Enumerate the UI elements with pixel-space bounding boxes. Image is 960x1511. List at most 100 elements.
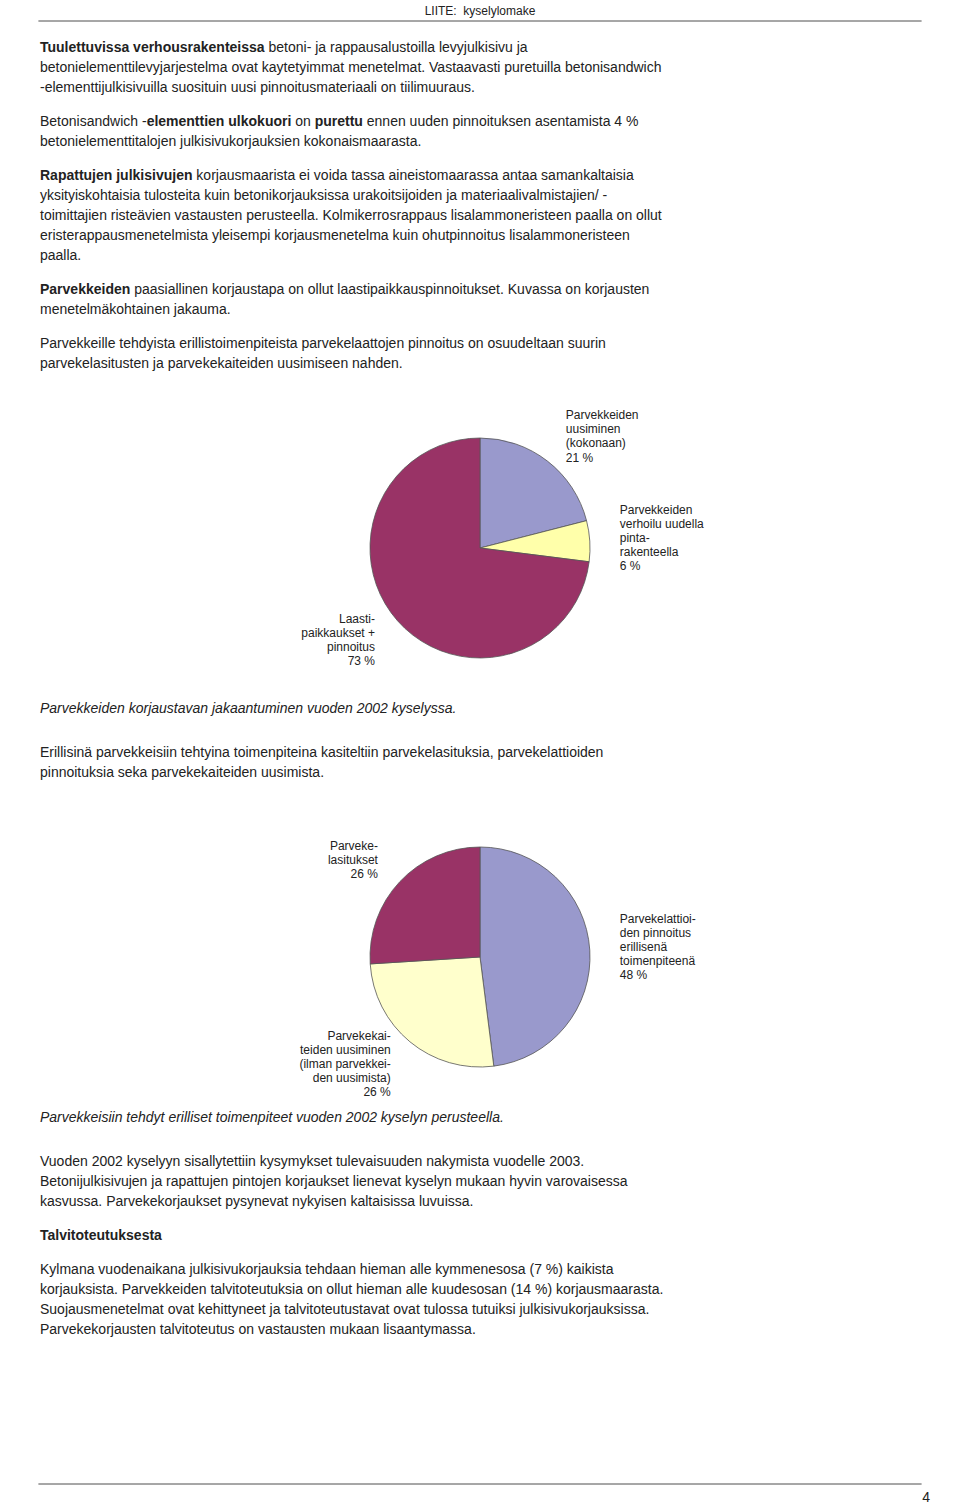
data-label: 48 % bbox=[620, 968, 648, 982]
text-run: Betonisandwich - bbox=[40, 113, 147, 129]
text-run: toimittajien risteävien vastausten perus… bbox=[40, 207, 662, 223]
text-run: parvekelasitusten ja parvekekaiteiden uu… bbox=[40, 355, 403, 371]
slice-label-line: den pinnoitus bbox=[620, 926, 691, 940]
body-line: korjauksista. Parvekkeiden talvitoteutuk… bbox=[40, 1281, 663, 1297]
body-line: parvekelasitusten ja parvekekaiteiden uu… bbox=[40, 355, 403, 371]
text-run: korjausmaarista ei voida tassa aineistom… bbox=[192, 167, 633, 183]
text-run: Parvekkeille tehdyista erillistoimenpite… bbox=[40, 335, 606, 351]
body-line: betonielementtitalojen julkisivukorjauks… bbox=[40, 133, 421, 149]
text-run: betonielementtilevyjarjestelma ovat kayt… bbox=[40, 59, 662, 75]
body-line: menetelmäkohtainen jakauma. bbox=[40, 301, 231, 317]
slice-label: Parvekelattioi-den pinnoituserillisenäto… bbox=[620, 912, 696, 968]
text-run: pinnoituksia seka parvekekaiteiden uusim… bbox=[40, 764, 324, 780]
slice bbox=[370, 847, 480, 964]
slice-label-line: verhoilu uudella bbox=[620, 517, 704, 531]
text-run: yksityiskohtaisia tulosteita kuin betoni… bbox=[40, 187, 608, 203]
bold-run: Tuulettuvissa verhousrakenteissa bbox=[40, 39, 265, 55]
text-run: betoni- ja rappausalustoilla levyjulkisi… bbox=[265, 39, 528, 55]
body-line: Kylmana vuodenaikana julkisivukorjauksia… bbox=[40, 1261, 614, 1277]
page-number: 4 bbox=[922, 1489, 930, 1505]
body-line: Rapattujen julkisivujen korjausmaarista … bbox=[40, 167, 634, 183]
slice-label-line: (kokonaan) bbox=[566, 437, 626, 451]
text-run: ennen uuden pinnoituksen asentamista 4 % bbox=[363, 113, 639, 129]
text-run: -elementtijulkisivuilla suosituin uusi p… bbox=[40, 79, 475, 95]
slices bbox=[370, 438, 590, 658]
body-line: pinnoituksia seka parvekekaiteiden uusim… bbox=[40, 764, 324, 780]
slice-label: Laasti-paikkaukset +pinnoitus bbox=[301, 612, 375, 654]
body-line: yksityiskohtaisia tulosteita kuin betoni… bbox=[40, 187, 608, 203]
bold-run: Parvekkeiden bbox=[40, 281, 130, 297]
slice-label-line: Parvekkeiden bbox=[566, 409, 639, 423]
text-run: paalla. bbox=[40, 247, 81, 263]
footer-rule bbox=[38, 1484, 921, 1485]
slice-label: Parvekkeidenverhoilu uudellapinta-rakent… bbox=[620, 503, 704, 559]
text-run: eristerappausmenetelmista yleisempi korj… bbox=[40, 227, 630, 243]
body-line: Parvekkeiden paasiallinen korjaustapa on… bbox=[40, 281, 649, 297]
slice-label: Parvekkeidenuusiminen(kokonaan) bbox=[566, 409, 639, 451]
text-block: Vuoden 2002 kyselyyn sisallytettiin kysy… bbox=[40, 1153, 663, 1337]
text-run: on bbox=[291, 113, 314, 129]
body-line: paalla. bbox=[40, 247, 81, 263]
text-run: paasiallinen korjaustapa on ollut laasti… bbox=[130, 281, 649, 297]
slice-label-line: Parveke- bbox=[330, 839, 378, 853]
slices bbox=[370, 847, 590, 1067]
text-run: betonielementtitalojen julkisivukorjauks… bbox=[40, 133, 421, 149]
slice-labels: Parvekelattioi-den pinnoituserillisenäto… bbox=[299, 839, 695, 1099]
slice-label: Parvekekai-teiden uusiminen(ilman parvek… bbox=[299, 1029, 390, 1085]
slice-label-line: paikkaukset + bbox=[301, 626, 375, 640]
slice-label-line: erillisenä bbox=[620, 940, 668, 954]
text-block: Erillisinä parvekkeisiin tehtyina toimen… bbox=[40, 744, 603, 780]
data-label: 73 % bbox=[348, 654, 376, 668]
slice-label-line: lasitukset bbox=[328, 853, 379, 867]
page: LIITE: kyselylomake 4 Tuulettuvissa verhou… bbox=[0, 0, 960, 1511]
text-run: menetelmäkohtainen jakauma. bbox=[40, 301, 231, 317]
bold-run: Rapattujen julkisivujen bbox=[40, 167, 192, 183]
slice-label-line: toimenpiteenä bbox=[620, 954, 696, 968]
text-run: Betonijulkisivujen ja rapattujen pintoje… bbox=[40, 1173, 628, 1189]
text-run: Erillisinä parvekkeisiin tehtyina toimen… bbox=[40, 744, 603, 760]
body-line: Parvekkeille tehdyista erillistoimenpite… bbox=[40, 335, 606, 351]
slice-label-line: den uusimista) bbox=[313, 1071, 391, 1085]
text-run: Parvekekorjausten talvitoteutus on vasta… bbox=[40, 1321, 476, 1337]
slice bbox=[370, 438, 589, 658]
body-line: Tuulettuvissa verhousrakenteissa betoni-… bbox=[40, 39, 528, 55]
text-run: korjauksista. Parvekkeiden talvitoteutuk… bbox=[40, 1281, 663, 1297]
slice-label: Parveke-lasitukset bbox=[328, 839, 379, 867]
caption: Parvekkeisiin tehdyt erilliset toimenpit… bbox=[40, 1109, 504, 1125]
body-line: Suojausmenetelmat ovat kehittyneet ja ta… bbox=[40, 1301, 649, 1317]
slice-label-line: (ilman parvekkei- bbox=[299, 1057, 390, 1071]
body-line: eristerappausmenetelmista yleisempi korj… bbox=[40, 227, 630, 243]
body-line: toimittajien risteävien vastausten perus… bbox=[40, 207, 662, 223]
slice-label-line: Parvekekai- bbox=[327, 1029, 390, 1043]
data-label: 26 % bbox=[363, 1085, 391, 1099]
data-label: 21 % bbox=[566, 451, 594, 465]
slice-label-line: teiden uusiminen bbox=[300, 1043, 391, 1057]
header-rule bbox=[38, 21, 921, 22]
body-line: kasvussa. Parvekekorjaukset pysynevat ny… bbox=[40, 1193, 473, 1209]
bold-run: Talvitoteutuksesta bbox=[40, 1227, 162, 1243]
slice bbox=[480, 847, 590, 1066]
body-line: Betonijulkisivujen ja rapattujen pintoje… bbox=[40, 1173, 628, 1189]
header: LIITE: kyselylomake bbox=[425, 4, 536, 18]
body-line: betonielementtilevyjarjestelma ovat kayt… bbox=[40, 59, 662, 75]
pie-chart: Parvekelattioi-den pinnoituserillisenäto… bbox=[299, 839, 695, 1099]
text-run: kasvussa. Parvekekorjaukset pysynevat ny… bbox=[40, 1193, 473, 1209]
text-run: Suojausmenetelmat ovat kehittyneet ja ta… bbox=[40, 1301, 649, 1317]
body-line: Vuoden 2002 kyselyyn sisallytettiin kysy… bbox=[40, 1153, 584, 1169]
data-label: 26 % bbox=[351, 867, 379, 881]
body-line: -elementtijulkisivuilla suosituin uusi p… bbox=[40, 79, 475, 95]
slice-label-line: Parvekkeiden bbox=[620, 503, 693, 517]
text-block: Tuulettuvissa verhousrakenteissa betoni-… bbox=[40, 39, 662, 371]
slice-label-line: rakenteella bbox=[620, 545, 679, 559]
data-label: 6 % bbox=[620, 559, 641, 573]
body-line: Talvitoteutuksesta bbox=[40, 1227, 162, 1243]
caption: Parvekkeiden korjaustavan jakaantuminen … bbox=[40, 700, 456, 716]
body-line: Betonisandwich -elementtien ulkokuori on… bbox=[40, 113, 638, 129]
bold-run: elementtien ulkokuori bbox=[147, 113, 292, 129]
body-line: Erillisinä parvekkeisiin tehtyina toimen… bbox=[40, 744, 603, 760]
text-run: Kylmana vuodenaikana julkisivukorjauksia… bbox=[40, 1261, 614, 1277]
body-line: Parvekekorjausten talvitoteutus on vasta… bbox=[40, 1321, 476, 1337]
slice-labels: Parvekkeidenuusiminen(kokonaan)21 % Parve… bbox=[301, 409, 704, 668]
slice-label-line: pinnoitus bbox=[327, 640, 375, 654]
slice-label-line: Parvekelattioi- bbox=[620, 912, 696, 926]
